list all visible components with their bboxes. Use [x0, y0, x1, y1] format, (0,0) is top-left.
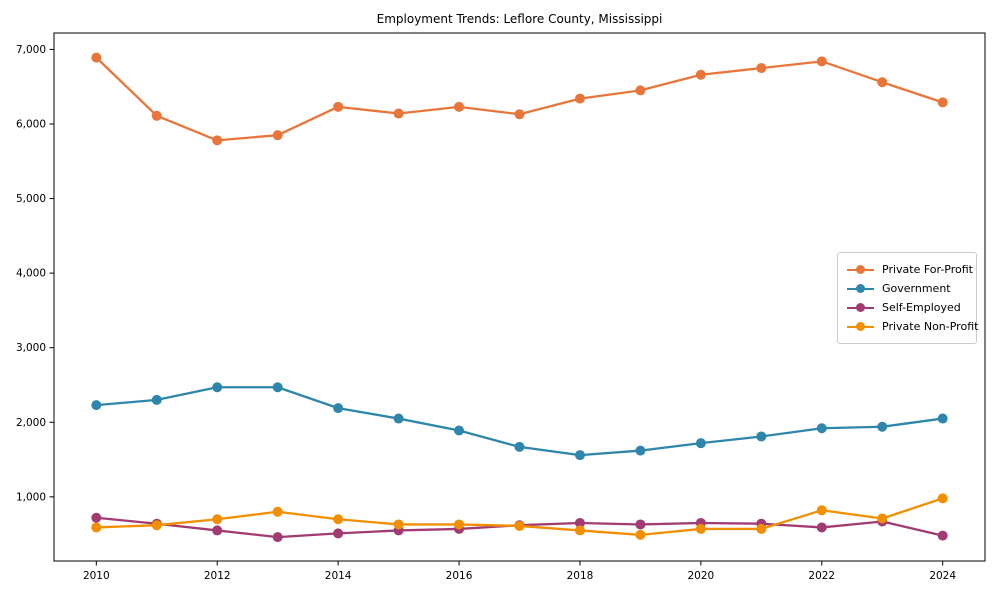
legend-item-private-for-profit: Private For-Profit [847, 260, 973, 279]
data-point-private-non-profit [816, 505, 827, 516]
data-point-government [574, 450, 585, 461]
data-point-private-for-profit [756, 63, 767, 74]
data-point-government [454, 425, 465, 436]
x-axis-tick-label: 2010 [83, 570, 110, 582]
line-marker-icon [847, 265, 874, 275]
data-point-self-employed [635, 519, 646, 530]
x-axis-tick-label: 2016 [446, 570, 473, 582]
data-point-private-non-profit [333, 514, 344, 525]
data-point-government [91, 400, 102, 411]
data-point-private-non-profit [877, 513, 888, 524]
legend-item-self-employed: Self-Employed [847, 298, 967, 317]
data-point-self-employed [574, 517, 585, 528]
y-axis-tick-label: 5,000 [16, 193, 46, 205]
data-point-private-non-profit [91, 522, 102, 533]
data-point-self-employed [816, 522, 827, 533]
data-point-private-for-profit [635, 85, 646, 96]
data-point-self-employed [91, 512, 102, 523]
data-point-private-for-profit [574, 93, 585, 104]
data-point-private-for-profit [514, 109, 525, 120]
data-point-private-non-profit [937, 493, 948, 504]
data-point-government [212, 382, 223, 393]
legend-item-label: Private Non-Profit [882, 320, 979, 333]
data-point-government [514, 441, 525, 452]
data-point-self-employed [272, 532, 283, 543]
legend-item-government: Government [847, 279, 967, 298]
data-point-private-for-profit [212, 135, 223, 146]
y-axis-tick-label: 6,000 [16, 118, 46, 130]
legend: Private For-Profit Government Self-Emplo… [837, 252, 978, 344]
data-point-private-non-profit [272, 506, 283, 517]
data-point-private-for-profit [272, 130, 283, 141]
line-marker-icon [847, 322, 874, 332]
legend-item-label: Government [882, 282, 951, 295]
data-point-government [937, 413, 948, 424]
y-axis-tick-label: 2,000 [16, 417, 46, 429]
data-point-private-non-profit [212, 514, 223, 525]
data-point-government [695, 438, 706, 449]
data-point-private-non-profit [151, 520, 162, 531]
data-point-private-non-profit [514, 520, 525, 531]
data-point-private-for-profit [937, 97, 948, 108]
line-marker-icon [847, 303, 874, 313]
plot-area-frame [53, 32, 986, 562]
data-point-government [877, 421, 888, 432]
line-marker-icon [847, 284, 874, 294]
legend-item-label: Private For-Profit [882, 263, 973, 276]
x-axis-tick-label: 2012 [204, 570, 231, 582]
data-point-self-employed [212, 525, 223, 536]
data-point-private-for-profit [393, 108, 404, 119]
data-point-self-employed [937, 530, 948, 541]
x-axis-tick-label: 2020 [687, 570, 714, 582]
y-axis-tick-label: 1,000 [16, 491, 46, 503]
data-point-government [756, 431, 767, 442]
data-point-self-employed [333, 528, 344, 539]
data-point-private-non-profit [635, 529, 646, 540]
data-point-private-for-profit [454, 101, 465, 112]
chart-title: Employment Trends: Leflore County, Missi… [376, 12, 663, 26]
x-axis-tick-label: 2014 [325, 570, 352, 582]
series-line-private-for-profit [95, 56, 944, 142]
y-axis-tick-label: 3,000 [16, 342, 46, 354]
legend-item-private-non-profit: Private Non-Profit [847, 317, 978, 336]
data-point-private-non-profit [454, 519, 465, 530]
data-point-private-non-profit [756, 523, 767, 534]
x-axis-tick-label: 2018 [567, 570, 594, 582]
data-point-private-for-profit [816, 56, 827, 67]
data-point-private-non-profit [695, 523, 706, 534]
data-point-private-for-profit [877, 77, 888, 88]
data-point-government [333, 403, 344, 414]
data-point-government [635, 445, 646, 456]
data-point-private-for-profit [695, 69, 706, 80]
y-axis-tick-label: 4,000 [16, 268, 46, 280]
data-point-private-for-profit [91, 52, 102, 63]
data-point-government [151, 394, 162, 405]
x-axis-tick-label: 2024 [929, 570, 956, 582]
data-point-private-for-profit [333, 101, 344, 112]
x-axis-tick-label: 2022 [808, 570, 835, 582]
data-point-government [272, 382, 283, 393]
data-point-private-non-profit [393, 519, 404, 530]
legend-item-label: Self-Employed [882, 301, 961, 314]
y-axis-tick-label: 7,000 [16, 44, 46, 56]
data-point-private-for-profit [151, 110, 162, 121]
data-point-government [393, 413, 404, 424]
data-point-government [816, 423, 827, 434]
data-point-private-non-profit [574, 525, 585, 536]
